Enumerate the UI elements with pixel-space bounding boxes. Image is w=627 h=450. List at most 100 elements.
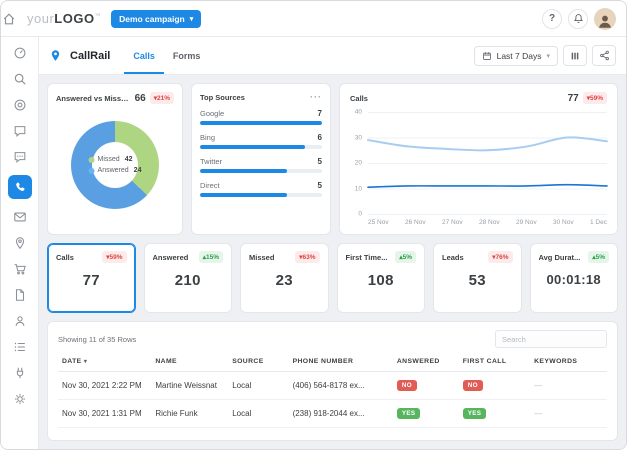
sources-list: Google 7 Bing 6 Twitter 5 xyxy=(200,109,322,197)
more-menu-icon[interactable]: ··· xyxy=(310,92,322,102)
calls-chart-card: Calls 77 ▾59% 40 30 20 10 xyxy=(339,83,618,235)
settings-icon[interactable] xyxy=(12,391,28,407)
kpi-missed[interactable]: Missed ▾63% 23 xyxy=(240,243,329,313)
conversations-icon[interactable] xyxy=(12,149,28,165)
bell-icon xyxy=(573,13,584,24)
kpi-value: 77 xyxy=(82,272,100,289)
x-tick: 1 Dec xyxy=(590,219,607,226)
kpi-value: 53 xyxy=(468,272,486,289)
kpi-label: Leads xyxy=(442,252,464,262)
column-header-name[interactable]: NAME xyxy=(151,352,229,372)
cart-icon[interactable] xyxy=(12,261,28,277)
column-header-source[interactable]: SOURCE xyxy=(228,352,289,372)
source-label: Twitter xyxy=(200,157,223,166)
kpi-leads[interactable]: Leads ▾76% 53 xyxy=(433,243,522,313)
y-tick: 30 xyxy=(354,134,362,141)
legend-item-answered: Answered 24 xyxy=(88,167,141,174)
contacts-icon[interactable] xyxy=(12,313,28,329)
table-header-row: DATE ▾ NAME SOURCE PHONE NUMBER ANSWERED… xyxy=(58,352,607,372)
delta-badge: ▾59% xyxy=(102,251,127,263)
home-icon[interactable] xyxy=(1,11,17,27)
cell-source: Local xyxy=(228,399,289,428)
source-bar xyxy=(200,121,322,125)
share-button[interactable] xyxy=(592,45,616,66)
column-header-phone[interactable]: PHONE NUMBER xyxy=(288,352,393,372)
tab-calls[interactable]: Calls xyxy=(124,37,164,74)
cell-keywords: — xyxy=(530,371,607,400)
source-bar xyxy=(200,169,322,173)
source-item-bing: Bing 6 xyxy=(200,133,322,149)
table-row[interactable]: Nov 30, 2021 2:22 PM Martine Weissnat Lo… xyxy=(58,371,607,400)
x-tick: 26 Nov xyxy=(405,219,426,226)
cell-name: Richie Funk xyxy=(151,399,229,428)
table-row[interactable]: Nov 30, 2021 1:31 PM Richie Funk Local (… xyxy=(58,399,607,428)
kpi-first-time[interactable]: First Time... ▴5% 108 xyxy=(336,243,425,313)
search-icon[interactable] xyxy=(12,71,28,87)
donut-chart xyxy=(71,121,159,209)
source-value: 6 xyxy=(317,133,322,142)
x-tick: 25 Nov xyxy=(368,219,389,226)
delta-badge: ▴15% xyxy=(198,251,223,263)
tasks-icon[interactable] xyxy=(12,339,28,355)
kpi-avg-duration[interactable]: Avg Durat... ▴5% 00:01:18 xyxy=(529,243,618,313)
kpi-calls[interactable]: Calls ▾59% 77 xyxy=(47,243,136,313)
sort-icon: ▾ xyxy=(83,359,88,365)
kpi-answered[interactable]: Answered ▴15% 210 xyxy=(143,243,232,313)
integrations-icon[interactable] xyxy=(12,365,28,381)
kpi-value: 108 xyxy=(367,272,394,289)
notifications-button[interactable] xyxy=(568,8,588,29)
kpi-row: Calls ▾59% 77 Answered ▴15% 210 Missed ▾63%… xyxy=(47,243,618,313)
source-value: 5 xyxy=(317,157,322,166)
callrail-pin-icon xyxy=(49,49,62,62)
report-tabs: Calls Forms xyxy=(124,37,209,74)
avatar[interactable] xyxy=(594,7,616,30)
dashboard-content: Answered vs Misse... 66 ▾21% Missed 42 xyxy=(39,75,626,449)
column-header-keywords[interactable]: KEYWORDS xyxy=(530,352,607,372)
line-chart-svg xyxy=(368,112,607,214)
chat-icon[interactable] xyxy=(12,123,28,139)
column-header-answered[interactable]: ANSWERED xyxy=(392,352,459,372)
help-button[interactable]: ? xyxy=(542,8,562,29)
chevron-down-icon: ▾ xyxy=(189,15,194,23)
mail-icon[interactable] xyxy=(12,209,28,225)
cell-phone: (406) 564-8178 ex... xyxy=(288,371,393,400)
location-icon[interactable] xyxy=(12,235,28,251)
date-range-button[interactable]: Last 7 Days ▾ xyxy=(473,45,558,66)
delta-badge: ▾76% xyxy=(488,251,513,263)
source-label: Direct xyxy=(200,181,220,190)
tab-forms[interactable]: Forms xyxy=(172,50,201,61)
source-label: Google xyxy=(200,109,225,118)
first-call-badge: NO xyxy=(462,380,483,391)
column-header-first-call[interactable]: FIRST CALL xyxy=(458,352,531,372)
search-input[interactable] xyxy=(495,330,607,348)
target-icon[interactable] xyxy=(12,97,28,113)
source-bar xyxy=(200,193,322,197)
kpi-value: 23 xyxy=(275,272,293,289)
delta-badge: ▴5% xyxy=(588,251,609,263)
x-tick: 28 Nov xyxy=(479,219,500,226)
cell-answered: YES xyxy=(392,399,459,428)
reports-icon[interactable] xyxy=(12,287,28,303)
answered-vs-missed-card: Answered vs Misse... 66 ▾21% Missed 42 xyxy=(47,83,183,235)
campaign-label: Demo campaign xyxy=(119,13,185,24)
y-tick: 20 xyxy=(354,159,362,167)
app-body: CallRail Calls Forms Last 7 Days ▾ xyxy=(1,37,626,449)
card-value: 66 xyxy=(134,92,146,104)
column-header-date[interactable]: DATE ▾ xyxy=(58,352,152,372)
campaign-selector[interactable]: Demo campaign ▾ xyxy=(111,9,202,28)
source-bar-fill xyxy=(200,121,322,125)
source-item-direct: Direct 5 xyxy=(200,181,322,197)
sidebar xyxy=(1,37,39,449)
card-title: Answered vs Misse... xyxy=(56,93,131,103)
card-header: Top Sources ··· xyxy=(200,92,322,102)
main-area: CallRail Calls Forms Last 7 Days ▾ xyxy=(39,37,626,449)
columns-button[interactable] xyxy=(563,45,587,66)
phone-icon[interactable] xyxy=(7,175,32,199)
cell-source: Local xyxy=(228,371,289,400)
dashboard-icon[interactable] xyxy=(12,45,28,61)
legend-item-missed: Missed 42 xyxy=(88,156,142,163)
source-item-twitter: Twitter 5 xyxy=(200,157,322,173)
app-logo: yourLOGO™ xyxy=(27,11,102,26)
calendar-icon xyxy=(482,51,492,61)
